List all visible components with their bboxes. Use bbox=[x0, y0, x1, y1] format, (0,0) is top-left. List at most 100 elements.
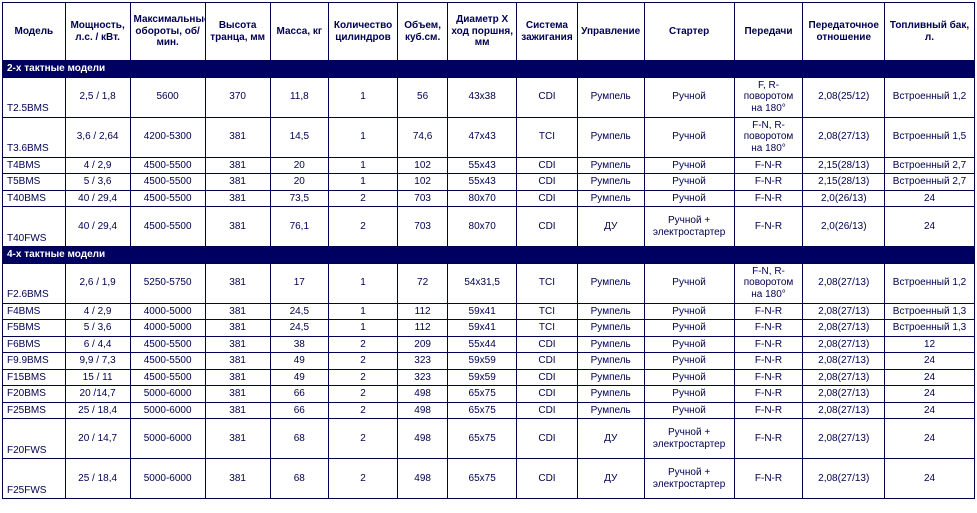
cell-value: 5600 bbox=[130, 77, 205, 117]
cell-value: Ручной bbox=[644, 353, 734, 370]
cell-value: 66 bbox=[270, 402, 329, 419]
table-row: F6BMS6 / 4,44500-550038138220955x44CDIРу… bbox=[3, 336, 975, 353]
cell-value: Ручной bbox=[644, 386, 734, 403]
header-row: Модель Мощность, л.с. / кВт. Максимальны… bbox=[3, 3, 975, 61]
cell-value: F-N, R-поворотом на 180° bbox=[734, 117, 803, 157]
cell-value: 4000-5000 bbox=[130, 320, 205, 337]
table-row: F25BMS25 / 18,45000-600038166249865x75CD… bbox=[3, 402, 975, 419]
cell-value: 3,6 / 2,64 bbox=[65, 117, 130, 157]
cell-value: 4500-5500 bbox=[130, 157, 205, 174]
cell-value: 25 / 18,4 bbox=[65, 459, 130, 499]
cell-model: F25FWS bbox=[3, 459, 66, 499]
cell-model: T4BMS bbox=[3, 157, 66, 174]
cell-value: Ручной bbox=[644, 117, 734, 157]
cell-value: 5 / 3,6 bbox=[65, 174, 130, 191]
cell-value: Румпель bbox=[577, 303, 644, 320]
cell-value: 2,08(27/13) bbox=[803, 419, 885, 459]
cell-value: 381 bbox=[205, 353, 270, 370]
cell-value: Румпель bbox=[577, 157, 644, 174]
cell-value: 112 bbox=[398, 303, 448, 320]
cell-value: 2 bbox=[329, 419, 398, 459]
cell-value: Ручной bbox=[644, 157, 734, 174]
cell-value: Румпель bbox=[577, 402, 644, 419]
cell-value: 2 bbox=[329, 207, 398, 247]
col-ratio: Передаточное отношение bbox=[803, 3, 885, 61]
cell-value: 498 bbox=[398, 402, 448, 419]
cell-value: 381 bbox=[205, 207, 270, 247]
cell-value: Ручной bbox=[644, 336, 734, 353]
cell-value: 2,0(26/13) bbox=[803, 207, 885, 247]
cell-model: F2.6BMS bbox=[3, 263, 66, 303]
cell-value: 65x75 bbox=[448, 459, 517, 499]
cell-value: 1 bbox=[329, 303, 398, 320]
cell-model: F15BMS bbox=[3, 369, 66, 386]
cell-value: 4500-5500 bbox=[130, 336, 205, 353]
cell-value: CDI bbox=[517, 174, 578, 191]
cell-value: F-N-R bbox=[734, 320, 803, 337]
cell-value: 40 / 29,4 bbox=[65, 190, 130, 207]
cell-value: Встроенный 1,3 bbox=[885, 320, 975, 337]
cell-value: 5000-6000 bbox=[130, 386, 205, 403]
cell-model: T3.6BMS bbox=[3, 117, 66, 157]
cell-value: 17 bbox=[270, 263, 329, 303]
section-title: 4-х тактные модели bbox=[3, 247, 975, 264]
cell-value: 24 bbox=[885, 207, 975, 247]
cell-value: 54x31,5 bbox=[448, 263, 517, 303]
cell-value: TCI bbox=[517, 303, 578, 320]
cell-value: 38 bbox=[270, 336, 329, 353]
cell-model: F25BMS bbox=[3, 402, 66, 419]
cell-value: 2,08(27/13) bbox=[803, 336, 885, 353]
cell-value: Встроенный 1,3 bbox=[885, 303, 975, 320]
cell-value: 59x41 bbox=[448, 303, 517, 320]
cell-value: Румпель bbox=[577, 320, 644, 337]
cell-value: 2,08(27/13) bbox=[803, 386, 885, 403]
cell-value: TCI bbox=[517, 263, 578, 303]
cell-value: 703 bbox=[398, 190, 448, 207]
cell-value: 323 bbox=[398, 369, 448, 386]
cell-value: CDI bbox=[517, 386, 578, 403]
cell-value: Румпель bbox=[577, 369, 644, 386]
cell-value: Румпель bbox=[577, 174, 644, 191]
cell-value: 5000-6000 bbox=[130, 402, 205, 419]
col-cylinders: Количество цилиндров bbox=[329, 3, 398, 61]
table-body: 2-х тактные моделиT2.5BMS2,5 / 1,8560037… bbox=[3, 61, 975, 499]
cell-value: 5000-6000 bbox=[130, 459, 205, 499]
cell-value: F-N-R bbox=[734, 459, 803, 499]
cell-value: 703 bbox=[398, 207, 448, 247]
cell-value: F-N-R bbox=[734, 303, 803, 320]
cell-value: 2,08(27/13) bbox=[803, 369, 885, 386]
cell-value: CDI bbox=[517, 419, 578, 459]
cell-value: 80x70 bbox=[448, 207, 517, 247]
cell-value: Румпель bbox=[577, 353, 644, 370]
cell-value: 73,5 bbox=[270, 190, 329, 207]
cell-value: 2,15(28/13) bbox=[803, 174, 885, 191]
table-row: F20BMS20 /14,75000-600038166249865x75CDI… bbox=[3, 386, 975, 403]
cell-value: 2,08(25/12) bbox=[803, 77, 885, 117]
col-model: Модель bbox=[3, 3, 66, 61]
cell-value: 40 / 29,4 bbox=[65, 207, 130, 247]
cell-model: F5BMS bbox=[3, 320, 66, 337]
cell-value: 9,9 / 7,3 bbox=[65, 353, 130, 370]
cell-value: 15 / 11 bbox=[65, 369, 130, 386]
cell-value: CDI bbox=[517, 336, 578, 353]
cell-value: 20 bbox=[270, 157, 329, 174]
cell-model: F20FWS bbox=[3, 419, 66, 459]
cell-value: 381 bbox=[205, 157, 270, 174]
cell-value: Встроенный 1,2 bbox=[885, 263, 975, 303]
cell-value: 381 bbox=[205, 402, 270, 419]
cell-value: 1 bbox=[329, 157, 398, 174]
cell-model: T5BMS bbox=[3, 174, 66, 191]
table-row: F20FWS20 / 14,75000-600038168249865x75CD… bbox=[3, 419, 975, 459]
table-row: F5BMS5 / 3,64000-500038124,5111259x41TCI… bbox=[3, 320, 975, 337]
cell-value: 24 bbox=[885, 386, 975, 403]
cell-value: F-N-R bbox=[734, 386, 803, 403]
cell-value: Ручной + электростартер bbox=[644, 419, 734, 459]
cell-value: 1 bbox=[329, 320, 398, 337]
cell-value: 102 bbox=[398, 157, 448, 174]
cell-value: 498 bbox=[398, 459, 448, 499]
cell-value: Встроенный 1,5 bbox=[885, 117, 975, 157]
col-mass: Масса, кг bbox=[270, 3, 329, 61]
cell-value: 498 bbox=[398, 386, 448, 403]
table-row: T40BMS40 / 29,44500-550038173,5270380x70… bbox=[3, 190, 975, 207]
cell-value: 68 bbox=[270, 419, 329, 459]
